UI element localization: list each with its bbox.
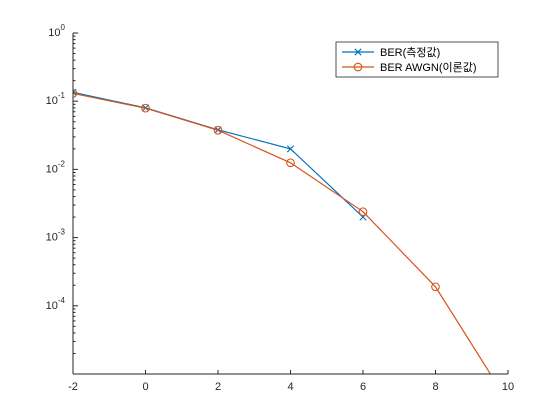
y-tick-label-4: 10-4	[46, 296, 66, 312]
y-tick-label-3: 10-3	[46, 228, 66, 244]
y-tick-label-1: 10-1	[46, 91, 66, 107]
x-tick-label-0: -2	[68, 381, 78, 393]
x-tick-label-1: 0	[142, 381, 148, 393]
legend-label-1: BER AWGN(이론값)	[380, 61, 477, 74]
legend-label-0: BER(측정값)	[380, 46, 440, 59]
plot-area	[73, 33, 508, 374]
series-1-marker-6	[504, 398, 512, 406]
y-tick-label-2: 10-2	[46, 159, 66, 175]
x-tick-label-6: 10	[502, 381, 514, 393]
x-tick-label-5: 8	[432, 381, 438, 393]
x-tick-label-3: 4	[287, 381, 293, 393]
x-tick-label-2: 2	[215, 381, 221, 393]
y-tick-label-0: 100	[48, 23, 65, 39]
x-tick-label-4: 6	[360, 381, 366, 393]
legend: BER(측정값) BER AWGN(이론값)	[336, 42, 498, 77]
